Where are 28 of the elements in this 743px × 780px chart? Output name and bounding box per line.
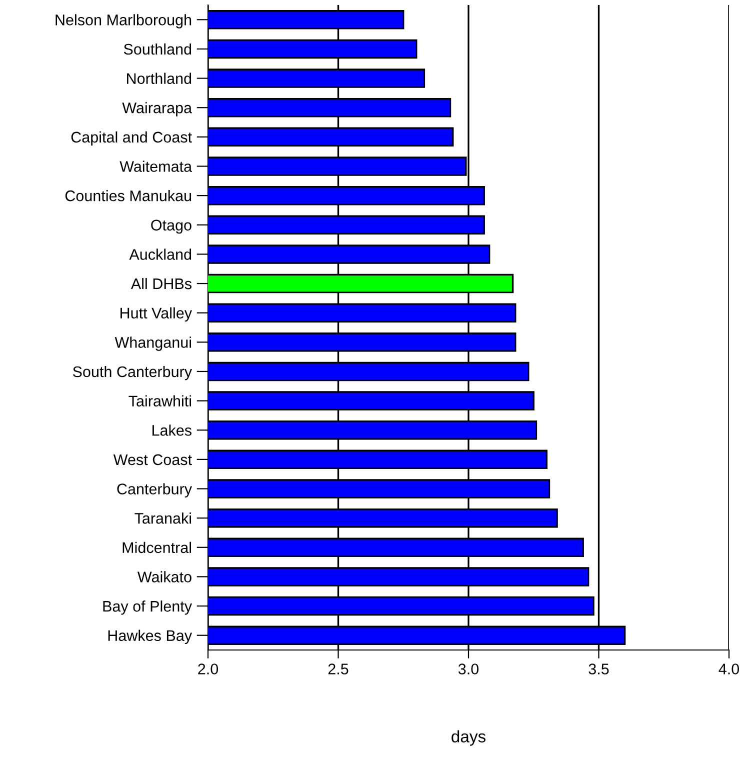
y-tick-label: All DHBs — [130, 278, 192, 290]
y-tick-label: Hutt Valley — [120, 307, 192, 322]
y-tick-label: South Canterbury — [72, 366, 192, 380]
y-tick-label: Bay of Plenty — [103, 600, 192, 615]
y-tick-label: Capital and Coast — [71, 131, 192, 146]
x-axis-title: days — [452, 730, 486, 746]
y-tick-label: Midcentral — [122, 542, 192, 554]
x-tick-label: 4.0 — [718, 664, 740, 674]
y-tick-label: Auckland — [129, 248, 192, 260]
y-tick-label: Counties Manukau — [65, 190, 192, 202]
y-tick-label: Nelson Marlborough — [56, 14, 192, 28]
y-tick-label: Hawkes Bay — [108, 630, 192, 644]
x-tick-label: 2.0 — [198, 664, 218, 674]
y-tick-label: Waikato — [137, 571, 192, 582]
y-tick-label: West Coast — [113, 454, 192, 466]
y-tick-label: Northland — [127, 72, 192, 84]
y-tick-label: Taranaki — [134, 512, 192, 524]
y-tick-label: Canterbury — [117, 483, 192, 498]
y-tick-label: Tairawhiti — [128, 395, 192, 406]
x-tick-label: 3.0 — [458, 664, 479, 674]
y-tick-label: Otago — [151, 220, 192, 234]
x-tick-label: 2.5 — [328, 664, 348, 674]
y-tick-label: Wairarapa — [122, 102, 192, 116]
x-tick-label: 3.5 — [588, 664, 609, 674]
y-tick-label: Lakes — [152, 424, 192, 436]
y-tick-label: Waitemata — [120, 160, 192, 172]
y-tick-label: Whanganui — [114, 336, 192, 351]
y-tick-label: Southland — [124, 43, 192, 55]
